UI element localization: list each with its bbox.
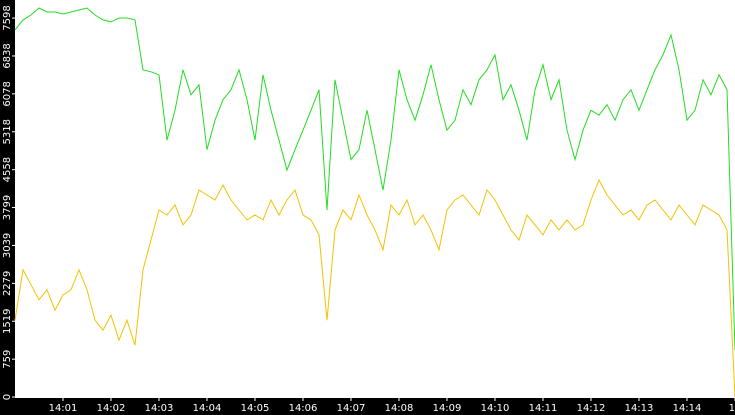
x-tick-label: 14:05	[241, 403, 270, 414]
plot-area	[15, 0, 735, 398]
x-tick-label: 14	[729, 403, 735, 414]
y-tick-label: 3799	[2, 195, 13, 220]
y-tick-label: 7598	[2, 5, 13, 30]
y-tick-label: 0	[2, 394, 13, 400]
series-line	[14, 178, 735, 398]
x-tick-label: 14:09	[433, 403, 462, 414]
y-tick-label: 3039	[2, 233, 13, 258]
y-tick-label: 6078	[2, 81, 13, 106]
x-tick-label: 14:10	[481, 403, 510, 414]
x-tick-label: 14:07	[337, 403, 366, 414]
x-tick-label: 14:02	[97, 403, 126, 414]
x-tick-label: 14:06	[289, 403, 318, 414]
y-tick-label: 5318	[2, 119, 13, 144]
y-tick-label: 6838	[2, 43, 13, 68]
y-tick-label: 4558	[2, 157, 13, 182]
x-tick-label: 14:12	[577, 403, 606, 414]
x-tick-label: 14:04	[193, 403, 222, 414]
x-tick-label: 14:14	[673, 403, 702, 414]
x-tick-label: 14:13	[625, 403, 654, 414]
y-tick-label: 2279	[2, 271, 13, 296]
x-tick-label: 14:03	[145, 403, 174, 414]
series-line	[14, 7, 735, 351]
x-tick-label: 14:11	[529, 403, 558, 414]
x-tick-label: 14:01	[49, 403, 78, 414]
x-tick-label: 14:08	[385, 403, 414, 414]
y-tick-label: 1519	[2, 309, 13, 334]
y-tick-label: 759	[2, 350, 13, 369]
